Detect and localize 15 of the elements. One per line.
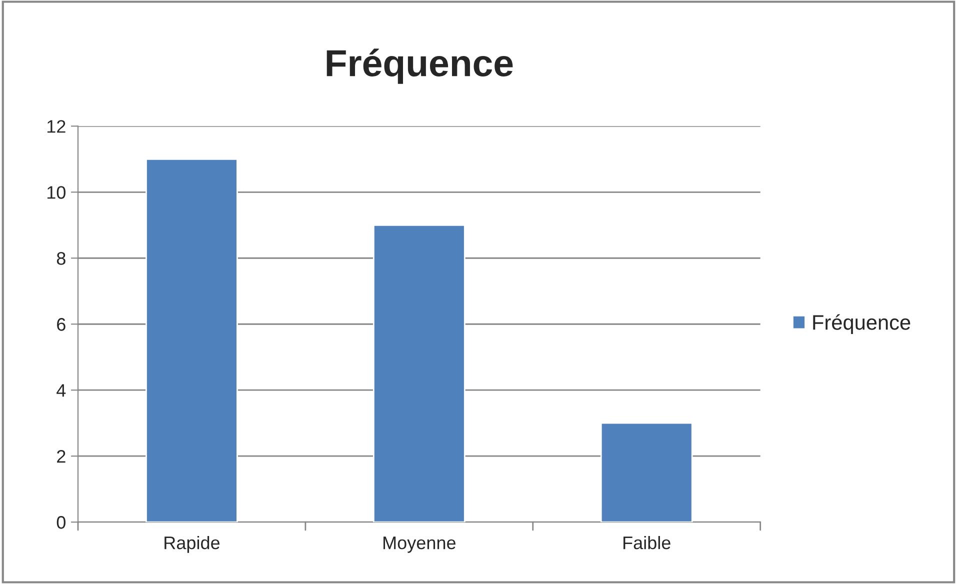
- y-tick-label: 4: [56, 384, 66, 397]
- bar: [600, 422, 693, 522]
- bar: [146, 158, 238, 522]
- legend-label: Fréquence: [813, 314, 910, 334]
- y-tick-label: 12: [47, 120, 66, 133]
- y-tick-label: 10: [47, 186, 66, 199]
- y-tick-label: 6: [57, 318, 66, 331]
- bar: [372, 224, 466, 522]
- x-tick-label: Rapide: [164, 536, 220, 553]
- y-tick-label: 2: [57, 450, 66, 463]
- y-tick-label: 0: [56, 516, 66, 529]
- chart-title: Fréquence: [326, 48, 513, 84]
- y-tick-label: 8: [56, 252, 66, 265]
- x-tick-label: Moyenne: [384, 536, 456, 553]
- x-tick-label: Faible: [624, 536, 670, 550]
